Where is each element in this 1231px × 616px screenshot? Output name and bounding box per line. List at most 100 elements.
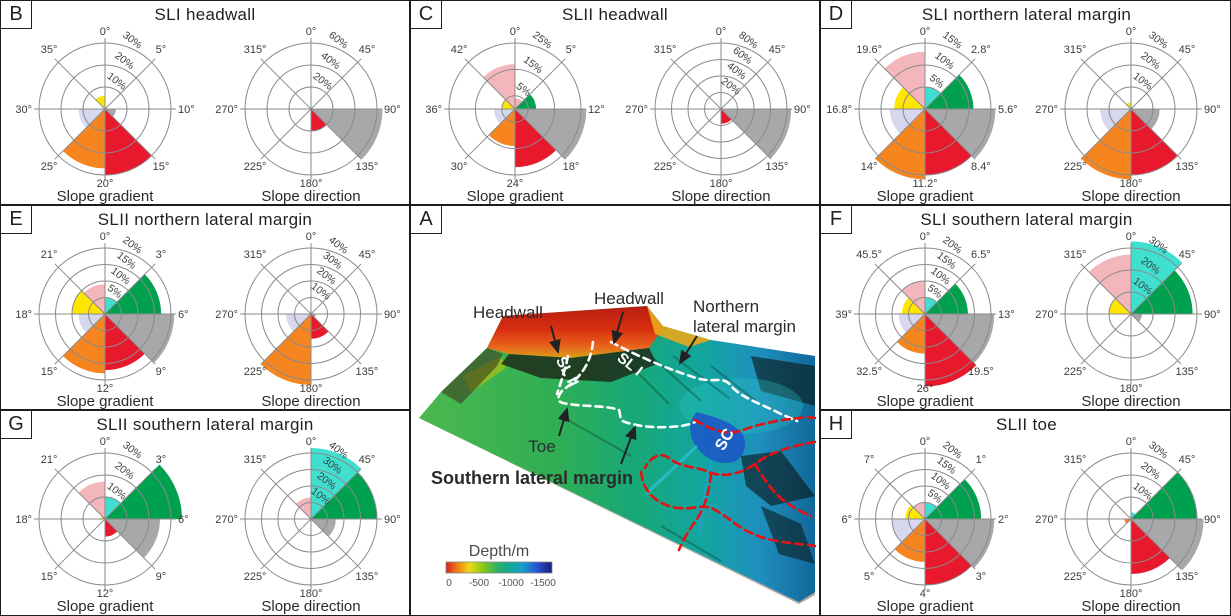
rose-axis-labels: 0° 6.5° 13° 19.5° 26° 32.5° 39° 45.5° bbox=[835, 231, 1014, 395]
panel-sli-northern-lateral-margin: D SLI northern lateral margin 0° 2.8° 5.6°… bbox=[821, 1, 1230, 206]
svg-text:135°: 135° bbox=[1176, 571, 1199, 583]
svg-text:20%: 20% bbox=[1138, 460, 1162, 482]
svg-text:26°: 26° bbox=[917, 383, 934, 395]
rose: 0°45°90°135°180°225°270°315°10%20%30% bbox=[1035, 231, 1220, 395]
rose-chart-pair: 0°6.5°13°19.5°26°32.5°39°45.5°5%10%15%20… bbox=[835, 231, 1220, 395]
svg-text:45.5°: 45.5° bbox=[856, 249, 882, 261]
rose-grid bbox=[854, 38, 996, 180]
svg-text:12°: 12° bbox=[588, 104, 605, 116]
rose-wedges bbox=[483, 64, 587, 168]
svg-text:42°: 42° bbox=[451, 44, 468, 56]
svg-text:0: 0 bbox=[446, 578, 452, 589]
svg-text:4°: 4° bbox=[920, 588, 931, 600]
svg-text:315°: 315° bbox=[244, 454, 267, 466]
svg-text:5°: 5° bbox=[566, 44, 577, 56]
rose-axis-labels: 0° 45° 90° 135° 180° 225° 270° 315° bbox=[1035, 436, 1220, 600]
rose-wedge bbox=[905, 505, 925, 519]
rose-wedge bbox=[501, 99, 515, 109]
rose-wedge bbox=[894, 87, 925, 109]
rose-wedge bbox=[515, 109, 587, 160]
svg-text:0°: 0° bbox=[306, 231, 317, 243]
panel-bathymetry-map: A bbox=[411, 206, 821, 615]
panel-title: SLII headwall bbox=[562, 5, 668, 24]
rose-axis-labels: 0° 5° 12° 18° 24° 30° 36° 42° bbox=[425, 26, 604, 190]
svg-text:36°: 36° bbox=[425, 104, 442, 116]
rose-wedge bbox=[1089, 254, 1131, 314]
svg-text:315°: 315° bbox=[244, 249, 267, 261]
rose: 0°3°6°9°12°15°18°21°5%10%15%20% bbox=[15, 231, 188, 395]
panel-title: SLI southern lateral margin bbox=[920, 210, 1133, 229]
svg-text:180°: 180° bbox=[710, 178, 733, 190]
svg-text:5°: 5° bbox=[864, 571, 875, 583]
rose-grid bbox=[854, 448, 996, 590]
svg-text:1°: 1° bbox=[976, 454, 987, 466]
rose-wedge bbox=[925, 314, 995, 363]
svg-text:0°: 0° bbox=[1126, 231, 1137, 243]
svg-text:0°: 0° bbox=[306, 436, 317, 448]
svg-text:45°: 45° bbox=[1179, 454, 1196, 466]
svg-text:19.5°: 19.5° bbox=[968, 366, 994, 378]
svg-text:9°: 9° bbox=[156, 571, 167, 583]
svg-text:45°: 45° bbox=[1179, 44, 1196, 56]
panel-letter: F bbox=[821, 206, 852, 234]
rose-grid bbox=[34, 243, 176, 385]
rose-wedge bbox=[925, 479, 982, 519]
svg-text:-1000: -1000 bbox=[498, 578, 524, 589]
rose-grid bbox=[1060, 448, 1202, 590]
map-label-headwall-right: Headwall bbox=[594, 289, 664, 308]
svg-text:3°: 3° bbox=[156, 249, 167, 261]
rose-wedge bbox=[311, 109, 327, 132]
svg-text:0°: 0° bbox=[100, 436, 111, 448]
rose-wedge bbox=[311, 448, 362, 519]
map-label-toe: Toe bbox=[528, 437, 555, 456]
panel-letter: A bbox=[411, 206, 442, 234]
svg-text:45°: 45° bbox=[359, 249, 376, 261]
rose-wedge bbox=[901, 297, 925, 314]
rose: 0°45°90°135°180°225°270°315°20%40%60%80% bbox=[625, 26, 810, 190]
svg-text:-500: -500 bbox=[469, 578, 489, 589]
rose-wedges bbox=[63, 274, 175, 374]
svg-text:90°: 90° bbox=[384, 514, 401, 526]
rose-ring-labels: 10%20%30% bbox=[105, 29, 145, 92]
panel-letter: H bbox=[821, 411, 852, 439]
svg-text:2°: 2° bbox=[998, 514, 1009, 526]
svg-text:18°: 18° bbox=[563, 161, 580, 173]
rose: 0°2.8°5.6°8.4°11.2°14°16.8°19.6°5%10%15% bbox=[826, 26, 1018, 190]
rose-grid bbox=[444, 38, 586, 180]
svg-text:90°: 90° bbox=[794, 104, 811, 116]
svg-text:30%: 30% bbox=[120, 439, 144, 461]
svg-text:8.4°: 8.4° bbox=[971, 161, 991, 173]
rose-wedge bbox=[913, 502, 925, 519]
rose-wedge bbox=[721, 109, 732, 124]
svg-text:0°: 0° bbox=[100, 231, 111, 243]
svg-text:30°: 30° bbox=[451, 161, 468, 173]
svg-text:3°: 3° bbox=[156, 454, 167, 466]
rose-axis-labels: 0° 3° 6° 9° 12° 15° 18° 21° bbox=[15, 231, 188, 395]
svg-text:5.6°: 5.6° bbox=[998, 104, 1018, 116]
rose-grid bbox=[854, 243, 996, 385]
svg-text:315°: 315° bbox=[244, 44, 267, 56]
rose-wedge bbox=[925, 519, 995, 568]
svg-text:30%: 30% bbox=[120, 29, 144, 51]
rose-wedge bbox=[925, 109, 972, 176]
panel-slii-toe: H SLII toe 0° 1° 2° 3° 4° 5° 6° 7° 5% 10% 15% 20% 0°… bbox=[821, 411, 1230, 615]
panel-slii-southern-lateral-margin: G SLII southern lateral margin 0° 3° 6° 9° 1… bbox=[1, 411, 411, 615]
svg-text:3°: 3° bbox=[976, 571, 987, 583]
rose-wedge bbox=[105, 519, 160, 558]
map-label-northern-lateral-margin: Northern bbox=[693, 297, 759, 316]
rose-wedge bbox=[925, 297, 937, 314]
map-label-headwall-left: Headwall bbox=[473, 303, 543, 322]
rose-grid bbox=[34, 448, 176, 590]
rose-wedge bbox=[105, 314, 145, 371]
map-annotation-arrows bbox=[549, 311, 698, 465]
channel-outline-red-dashed bbox=[639, 415, 817, 552]
rose-wedge bbox=[1131, 314, 1142, 322]
rose-subtitle: Slope direction bbox=[261, 598, 361, 615]
rose-wedge bbox=[1131, 519, 1170, 574]
svg-text:13°: 13° bbox=[998, 309, 1015, 321]
svg-text:15%: 15% bbox=[521, 54, 545, 76]
svg-text:39°: 39° bbox=[835, 309, 852, 321]
svg-text:25%: 25% bbox=[530, 29, 554, 51]
rose-wedge bbox=[311, 519, 336, 537]
